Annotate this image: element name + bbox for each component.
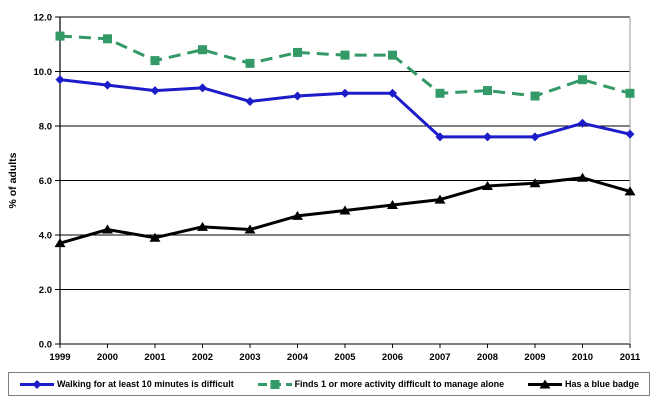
x-tick-label: 2005 [334,352,356,363]
legend-item-blue-badge: Has a blue badge [527,379,639,390]
x-tick-label: 2004 [287,352,309,363]
legend-marker-triangle-icon [527,379,562,388]
y-tick-label: 2.0 [39,285,52,296]
legend-item-walking: Walking for at least 10 minutes is diffi… [19,379,234,390]
x-tick-label: 2011 [620,352,641,363]
x-tick-label: 2002 [192,352,213,363]
x-tick-label: 2009 [524,352,545,363]
x-tick-label: 2000 [97,352,118,363]
x-tick-label: 2007 [429,352,450,363]
y-tick-label: 6.0 [39,176,52,187]
y-tick-label: 10.0 [34,67,53,78]
series-triangle [54,172,636,248]
legend-marker-diamond-icon [20,379,54,389]
y-tick-label: 4.0 [39,231,52,242]
x-tick-label: 2001 [144,352,166,363]
y-tick-label: 0.0 [39,340,52,351]
x-tick-label: 2006 [382,352,403,363]
legend-label-blue-badge: Has a blue badge [564,379,639,389]
legend-marker-square-icon [257,379,292,389]
x-tick-label: 2008 [477,352,498,363]
chart-legend: Walking for at least 10 minutes is diffi… [8,372,650,396]
legend-label-finds-activity: Finds 1 or more activity difficult to ma… [294,379,505,389]
y-tick-label: 12.0 [34,13,53,24]
legend-label-walking: Walking for at least 10 minutes is diffi… [57,379,234,389]
legend-item-finds-activity: Finds 1 or more activity difficult to ma… [257,379,505,390]
series-square [55,31,635,101]
chart-canvas: 0.0 2.0 4.0 6.0 8.0 10.0 12.0 1999 2000 2001 2002 2… [7,13,641,364]
x-tick-label: 2010 [572,352,593,363]
y-tick-label: 8.0 [39,122,52,133]
series-diamond [55,75,635,142]
x-tick-label: 2003 [239,352,260,363]
y-axis-title: % of adults [7,152,19,208]
x-tick-label: 1999 [49,352,70,363]
